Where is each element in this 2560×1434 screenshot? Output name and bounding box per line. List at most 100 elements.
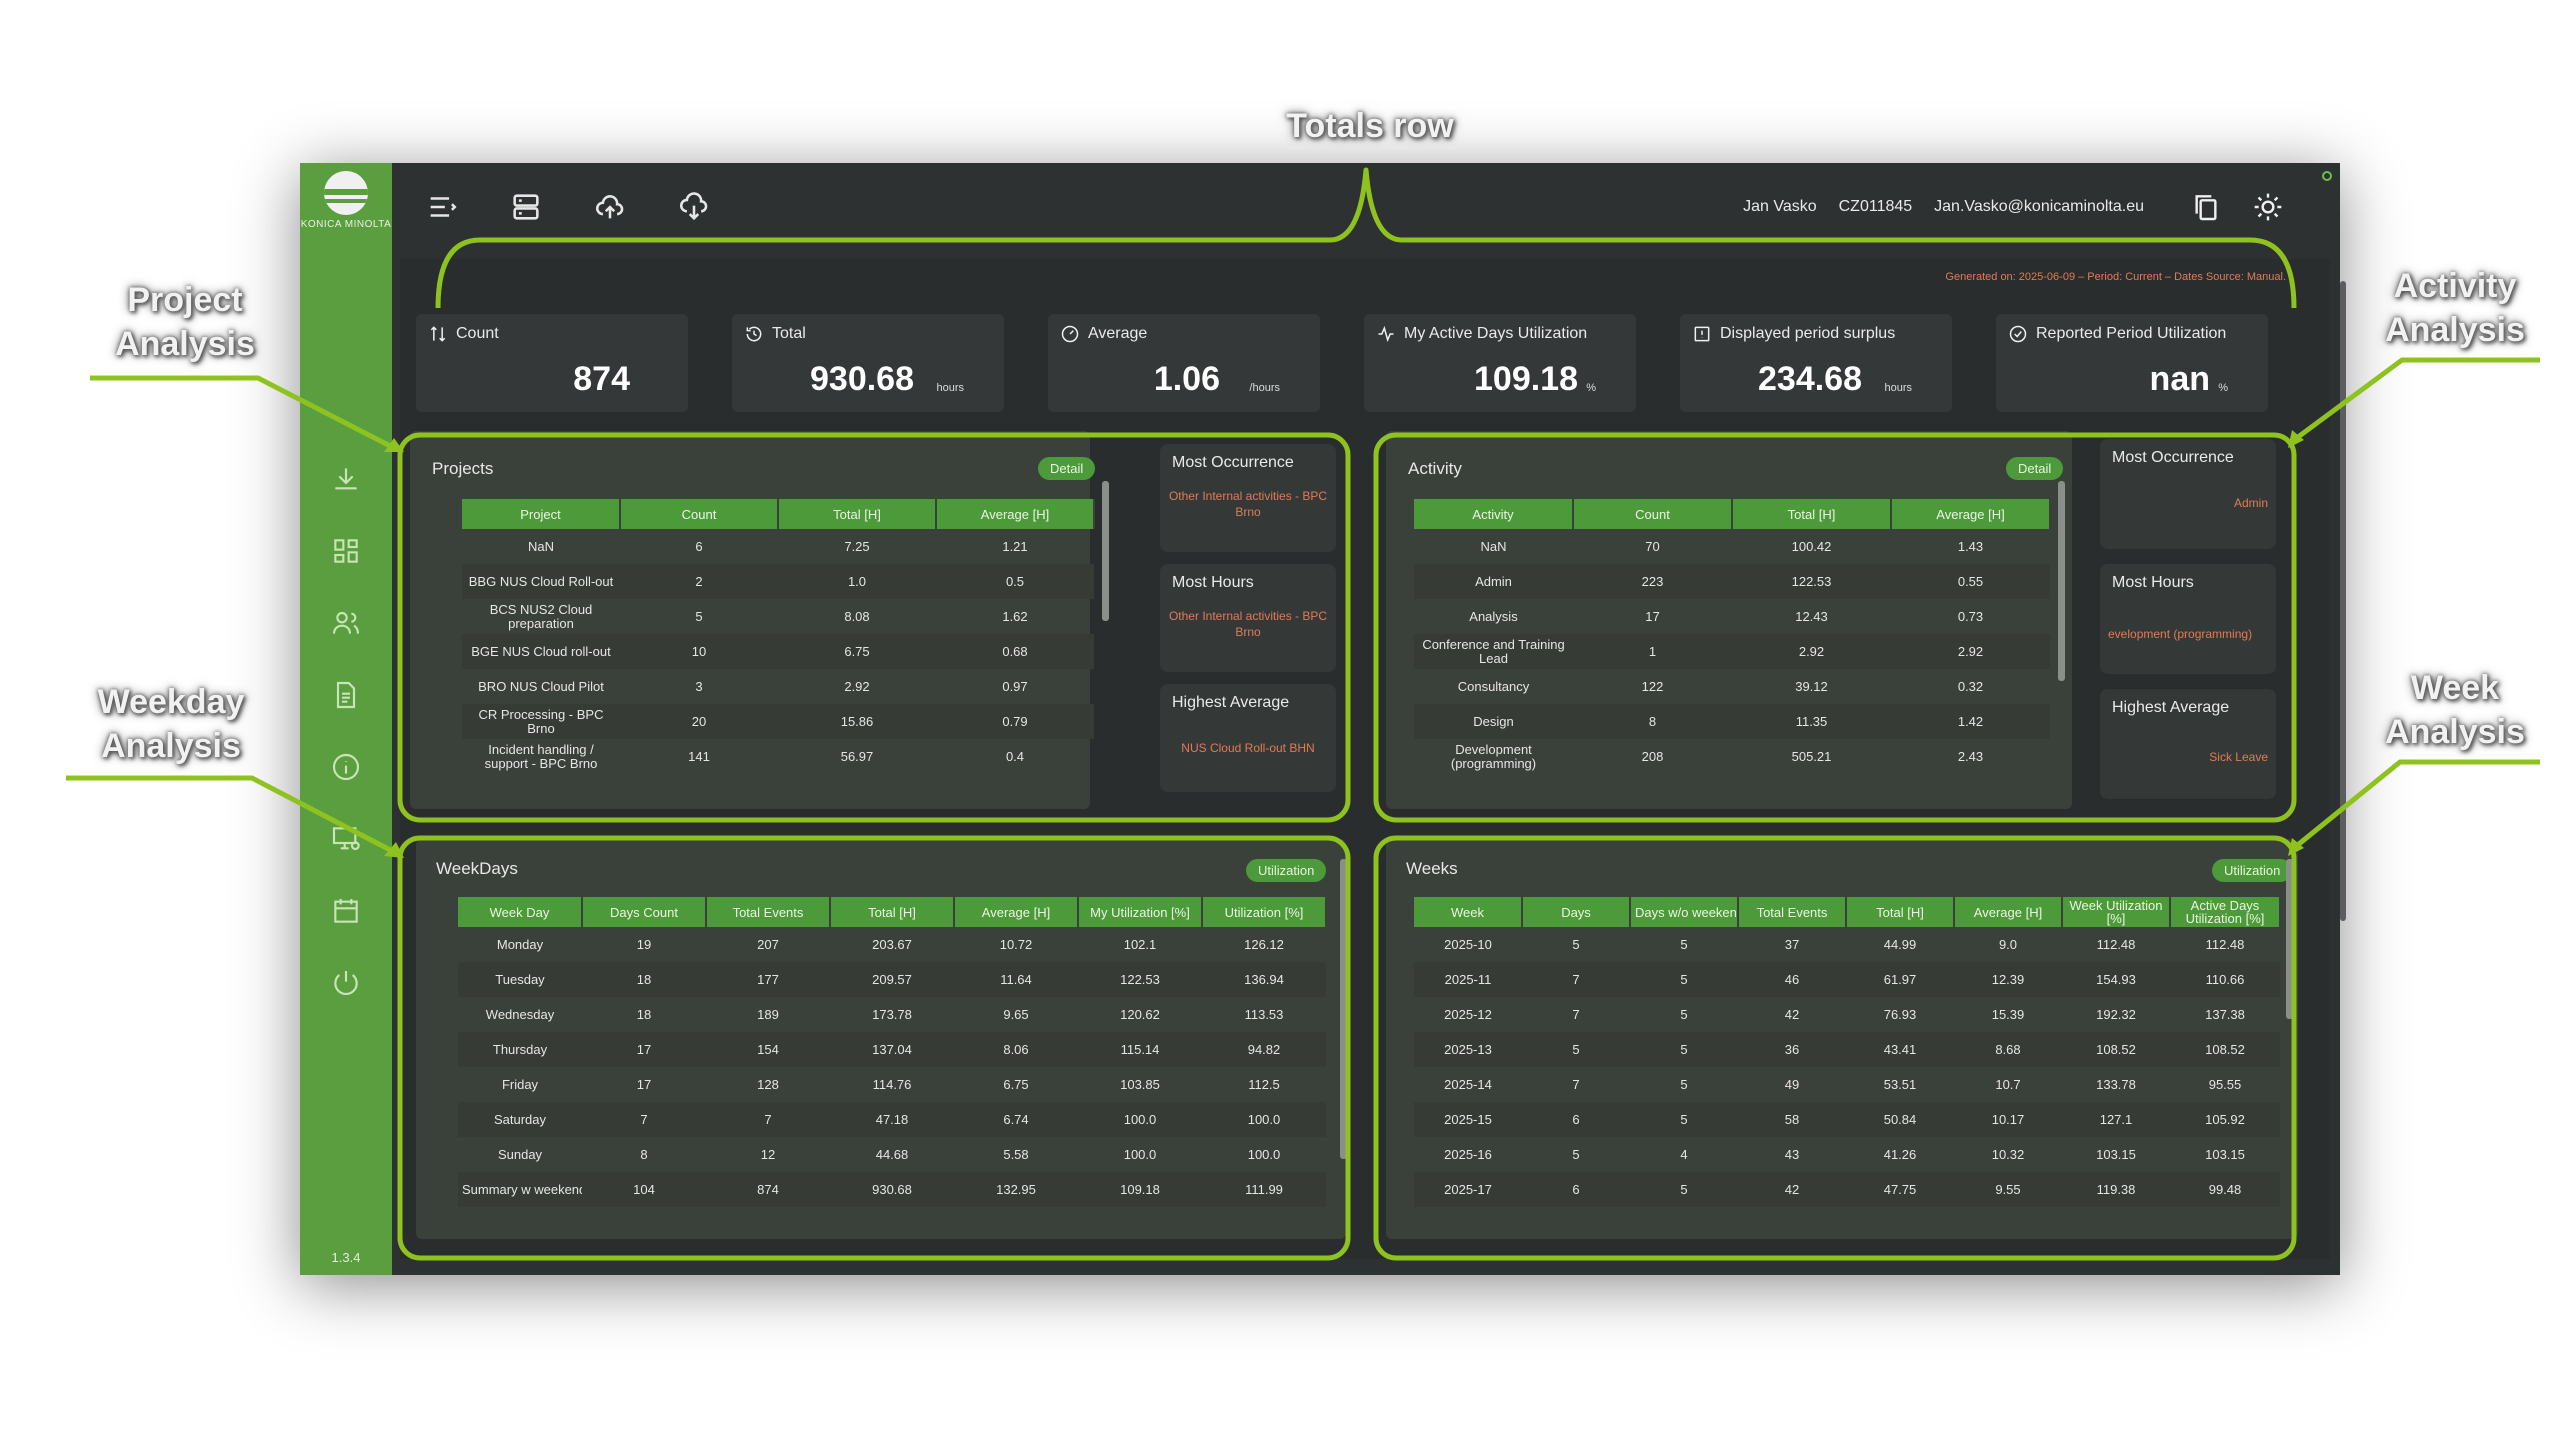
table-row[interactable]: Wednesday 18 189 173.78 9.65 120.62 113.53 [458,997,1326,1032]
table-row[interactable]: 2025-14 7 5 49 53.51 10.7 133.78 95.55 [1414,1067,2280,1102]
activity-most-hours: Most Hours evelopment (programming) [2100,564,2276,674]
activity-detail-button[interactable]: Detail [2006,457,2064,480]
table-cell: BGE NUS Cloud roll-out [462,634,620,669]
column-header[interactable]: My Utilization [%] [1078,897,1203,927]
table-row[interactable]: 2025-11 7 5 46 61.97 12.39 154.93 110.66 [1414,962,2280,997]
table-row[interactable]: 2025-12 7 5 42 76.93 15.39 192.32 137.38 [1414,997,2280,1032]
table-row[interactable]: Conference and Training Lead 1 2.92 2.92 [1414,634,2050,669]
download-icon[interactable] [300,443,392,515]
column-header[interactable]: Week [1414,897,1523,927]
table-row[interactable]: Analysis 17 12.43 0.73 [1414,599,2050,634]
power-icon[interactable] [300,947,392,1019]
table-cell: 109.18 [1078,1172,1202,1207]
column-header[interactable]: Days Count [582,897,707,927]
page-scrollbar[interactable] [2340,281,2346,921]
table-cell: 2.92 [844,679,870,694]
column-header[interactable]: Total [H] [1846,897,1955,927]
table-row[interactable]: CR Processing - BPC Brno 20 15.86 0.79 [462,704,1094,739]
column-header[interactable]: Days [1522,897,1631,927]
column-header[interactable]: Week Day [458,897,583,927]
column-header[interactable]: Total Events [706,897,831,927]
column-header[interactable]: Average [H] [954,897,1079,927]
cloud-download-icon[interactable] [666,179,722,235]
table-row[interactable]: Incident handling / support - BPC Brno 14… [462,739,1094,774]
table-row[interactable]: BBG NUS Cloud Roll-out 2 1.0 0.5 [462,564,1094,599]
column-header[interactable]: Days w/o weekend [1630,897,1739,927]
column-header[interactable]: Project [462,499,621,529]
projects-scrollbar[interactable] [1102,481,1109,621]
copy-icon[interactable] [2184,185,2228,229]
table-row[interactable]: NaN 6 7.25 1.21 [462,529,1094,564]
column-header[interactable]: Total [H] [830,897,955,927]
table-cell: Admin [1414,564,1573,599]
column-header[interactable]: Total [H] [1732,499,1892,529]
table-row[interactable]: Consultancy 122 39.12 0.32 [1414,669,2050,704]
table-row[interactable]: 2025-15 6 5 58 50.84 10.17 127.1 105.92 [1414,1102,2280,1137]
table-cell: 20 [620,704,778,739]
projects-detail-button[interactable]: Detail [1038,457,1096,480]
column-header[interactable]: Total [H] [778,499,937,529]
table-row[interactable]: Saturday 7 7 47.18 6.74 100.0 100.0 [458,1102,1326,1137]
table-cell: 8.68 [1954,1032,2062,1067]
table-row[interactable]: Tuesday 18 177 209.57 11.64 122.53 136.94 [458,962,1326,997]
table-cell: 41.26 [1883,1147,1917,1162]
weekdays-scrollbar[interactable] [1340,859,1347,1159]
table-cell: 154 [706,1032,830,1067]
table-row[interactable]: Summary w weekend 104 874 930.68 132.95 109.1… [458,1172,1326,1207]
table-row[interactable]: Monday 19 207 203.67 10.72 102.1 126.12 [458,927,1326,962]
cloud-upload-icon[interactable] [582,179,638,235]
weeks-utilization-button[interactable]: Utilization [2212,859,2293,882]
table-row[interactable]: Development (programming) 208 505.21 2.43 [1414,739,2050,774]
table-cell: 15.86 [778,704,936,739]
column-header[interactable]: Count [620,499,779,529]
info-icon[interactable] [300,731,392,803]
table-cell: 113.53 [1244,1007,1284,1022]
table-row[interactable]: 2025-17 6 5 42 47.75 9.55 119.38 99.48 [1414,1172,2280,1207]
theme-sun-icon[interactable] [2246,185,2290,229]
card-unit: hours [1884,382,1912,394]
table-row[interactable]: BRO NUS Cloud Pilot 3 2.92 0.97 [462,669,1094,704]
activity-scrollbar[interactable] [2058,481,2065,681]
table-row[interactable]: 2025-16 5 4 43 41.26 10.32 103.15 103.15 [1414,1137,2280,1172]
dashboard-icon[interactable] [300,515,392,587]
table-cell: 177 [706,962,830,997]
table-row[interactable]: Sunday 8 12 44.68 5.58 100.0 100.0 [458,1137,1326,1172]
table-row[interactable]: Friday 17 128 114.76 6.75 103.85 112.5 [458,1067,1326,1102]
box-value: evelopment (programming) [2108,627,2253,641]
column-header[interactable]: Average [H] [1954,897,2063,927]
table-row[interactable]: Thursday 17 154 137.04 8.06 115.14 94.82 [458,1032,1326,1067]
table-cell: 2025-11 [1414,962,1522,997]
column-header[interactable]: Activity [1414,499,1574,529]
column-header[interactable]: Count [1573,499,1733,529]
column-header[interactable]: Total Events [1738,897,1847,927]
table-cell: 3 [695,679,703,694]
weeks-scrollbar[interactable] [2286,859,2293,1019]
table-cell: 1.21 [1002,539,1028,554]
document-icon[interactable] [300,659,392,731]
table-cell: BRO NUS Cloud Pilot [478,679,604,694]
panel-title: Weeks [1406,859,1458,878]
table-cell: 12.43 [1795,609,1828,624]
table-row[interactable]: Admin 223 122.53 0.55 [1414,564,2050,599]
menu-icon[interactable] [414,179,470,235]
column-header[interactable]: Utilization [%] [1202,897,1327,927]
table-row[interactable]: 2025-13 5 5 36 43.41 8.68 108.52 108.52 [1414,1032,2280,1067]
table-row[interactable]: NaN 70 100.42 1.43 [1414,529,2050,564]
users-icon[interactable] [300,587,392,659]
column-header[interactable]: Week Utilization [%] [2062,897,2171,927]
table-cell: 137.04 [830,1032,954,1067]
calendar-icon[interactable] [300,875,392,947]
table-row[interactable]: BGE NUS Cloud roll-out 10 6.75 0.68 [462,634,1094,669]
table-row[interactable]: 2025-10 5 5 37 44.99 9.0 112.48 112.48 [1414,927,2280,962]
card-unit: % [1586,382,1596,394]
table-row[interactable]: BCS NUS2 Cloud preparation 5 8.08 1.62 [462,599,1094,634]
column-header[interactable]: Average [H] [936,499,1095,529]
table-cell: 46 [1738,962,1846,997]
column-header[interactable]: Average [H] [1891,499,2051,529]
column-header[interactable]: Active Days Utilization [%] [2170,897,2281,927]
table-row[interactable]: Design 8 11.35 1.42 [1414,704,2050,739]
server-icon[interactable] [498,179,554,235]
weekdays-table: Week Day Days Count Total Events Total [… [458,897,1327,1207]
monitor-settings-icon[interactable] [300,803,392,875]
weekdays-utilization-button[interactable]: Utilization [1246,859,1327,882]
